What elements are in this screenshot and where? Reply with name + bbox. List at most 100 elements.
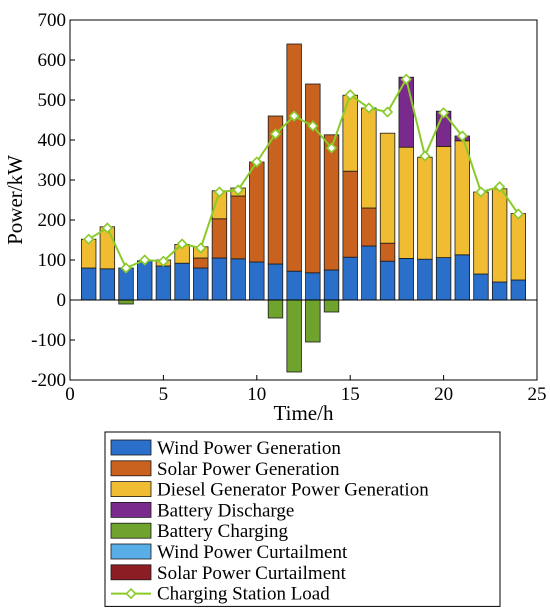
bar-s2-t13 xyxy=(305,83,321,274)
legend-label-1: Wind Power Generation xyxy=(157,438,341,459)
load-point-t20 xyxy=(437,107,450,119)
bar-s2-t9 xyxy=(230,195,246,260)
bar-s1-t15 xyxy=(342,256,358,301)
load-point-t2 xyxy=(101,222,113,234)
load-point-t6 xyxy=(176,238,188,250)
bar-s1-t19 xyxy=(417,258,433,301)
y-tick-label-700: 700 xyxy=(38,10,67,31)
bar-s1-t7 xyxy=(193,267,209,301)
load-point-t1 xyxy=(83,233,95,245)
bar-s2-t14 xyxy=(323,134,340,271)
load-line-group xyxy=(83,73,524,274)
y-axis-label: Power/kW xyxy=(3,155,27,245)
bar-s5-t12 xyxy=(286,299,302,373)
x-tick-label-10: 10 xyxy=(247,384,266,405)
bar-s1-t10 xyxy=(249,261,265,301)
bar-s1-t9 xyxy=(230,258,246,301)
y-tick-label-500: 500 xyxy=(38,90,67,111)
bar-s1-t13 xyxy=(305,272,321,301)
y-tick-label-200: 200 xyxy=(38,210,67,231)
bar-s1-t6 xyxy=(174,262,190,301)
bar-s1-t14 xyxy=(323,269,340,301)
load-point-t22 xyxy=(475,186,487,198)
bar-s5-t11 xyxy=(267,299,284,319)
bar-s1-t5 xyxy=(155,265,172,301)
axes-group: 0 5 10 15 20 25 -200 -100 0 100 200 300 400 500 600 700 xyxy=(31,10,546,405)
load-point-t5 xyxy=(157,255,170,267)
load-point-t11 xyxy=(269,128,282,140)
x-tick-label-0: 0 xyxy=(65,384,75,405)
bar-s3-t20 xyxy=(435,145,452,258)
load-point-t7 xyxy=(195,242,207,254)
load-point-t4 xyxy=(139,254,151,266)
legend-box xyxy=(104,431,501,607)
y-tick-label--200: -200 xyxy=(31,370,66,391)
legend-label-4: Battery Discharge xyxy=(157,500,294,521)
bar-s2-t17 xyxy=(379,242,396,262)
legend-swatch-2 xyxy=(110,460,152,477)
legend-label-3: Diesel Generator Power Generation xyxy=(157,480,429,501)
legend-label-load: Charging Station Load xyxy=(157,584,330,605)
legend-line-marker xyxy=(125,587,137,600)
bar-s1-t23 xyxy=(491,281,508,301)
load-point-t8 xyxy=(213,186,226,198)
bar-s5-t13 xyxy=(305,299,321,343)
bar-s3-t16 xyxy=(361,107,377,209)
bar-s1-t2 xyxy=(99,268,116,301)
load-point-t12 xyxy=(288,110,300,122)
bars-group xyxy=(80,43,527,373)
bar-s1-t18 xyxy=(398,257,414,301)
bar-s1-t16 xyxy=(361,245,377,301)
legend-swatch-6 xyxy=(110,543,152,560)
bar-s3-t17 xyxy=(379,132,396,244)
legend-label-5: Battery Charging xyxy=(157,521,289,542)
x-axis-label: Time/h xyxy=(274,401,334,425)
bar-s3-t23 xyxy=(491,188,508,283)
y-tick-label-400: 400 xyxy=(38,130,67,151)
bar-s1-t4 xyxy=(137,260,153,301)
y-tick-label-300: 300 xyxy=(38,170,67,191)
load-point-t23 xyxy=(494,181,506,193)
x-tick-label-20: 20 xyxy=(434,384,453,405)
bar-s1-t21 xyxy=(454,254,470,301)
load-point-t10 xyxy=(251,156,263,168)
bar-s2-t16 xyxy=(361,207,377,247)
y-tick-label--100: -100 xyxy=(31,330,66,351)
legend-swatch-3 xyxy=(110,481,152,498)
load-point-t24 xyxy=(512,208,524,220)
x-tick-label-25: 25 xyxy=(528,384,547,405)
bar-s1-t12 xyxy=(286,270,302,301)
legend-swatch-7 xyxy=(110,564,152,581)
load-point-t15 xyxy=(344,89,356,101)
bar-s1-t17 xyxy=(379,260,396,301)
y-tick-label-600: 600 xyxy=(38,50,67,71)
load-point-t16 xyxy=(363,102,375,114)
legend-label-7: Solar Power Curtailment xyxy=(157,563,347,584)
bar-s3-t21 xyxy=(454,140,470,256)
bar-s2-t7 xyxy=(193,257,209,269)
bar-s2-t12 xyxy=(286,43,302,272)
load-point-t9 xyxy=(232,184,244,196)
bar-s5-t3 xyxy=(118,299,134,305)
bar-s2-t8 xyxy=(211,218,228,259)
legend-swatch-1 xyxy=(110,439,152,456)
bar-s1-t24 xyxy=(510,279,527,301)
legend-swatch-4 xyxy=(110,501,152,518)
bar-s3-t22 xyxy=(473,191,489,275)
bar-s3-t19 xyxy=(417,156,433,260)
bar-s1-t11 xyxy=(267,263,284,301)
load-point-t21 xyxy=(456,130,468,142)
y-tick-label-100: 100 xyxy=(38,250,67,271)
bar-s5-t14 xyxy=(323,299,340,313)
plot-frame xyxy=(69,19,538,381)
bar-s2-t10 xyxy=(249,161,265,263)
bar-s2-t11 xyxy=(267,115,284,265)
load-point-t13 xyxy=(307,120,319,132)
load-point-t19 xyxy=(419,150,431,162)
bar-s1-t1 xyxy=(80,267,97,301)
bar-s1-t8 xyxy=(211,257,228,301)
bar-s2-t15 xyxy=(342,170,358,258)
bar-s3-t24 xyxy=(510,213,527,281)
